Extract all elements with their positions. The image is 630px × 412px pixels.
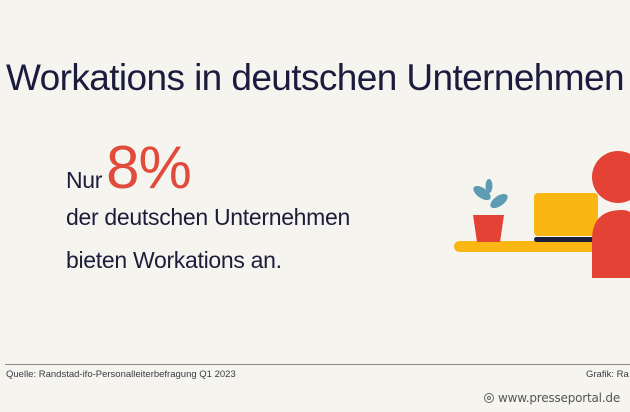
stat-headline: Nur8% xyxy=(66,133,192,202)
stat-line-3: bieten Workations an. xyxy=(66,247,282,273)
shelf xyxy=(454,241,604,252)
laptop-icon xyxy=(534,193,598,242)
copyright-icon xyxy=(484,393,494,403)
plant-icon xyxy=(473,179,508,242)
graphic-credit: Grafik: Ra xyxy=(586,369,629,380)
page-title: Workations in deutschen Unternehmen xyxy=(6,56,625,98)
stat-line-2: der deutschen Unternehmen xyxy=(66,204,351,230)
footer-divider xyxy=(5,364,630,365)
watermark-text: www.presseportal.de xyxy=(498,391,621,405)
person-icon xyxy=(592,151,630,278)
stat-prefix: Nur xyxy=(66,167,103,193)
source-note: Quelle: Randstad-ifo-Personalleiterbefra… xyxy=(6,369,236,380)
stat-percentage: 8% xyxy=(106,134,192,201)
watermark: www.presseportal.de xyxy=(484,391,620,405)
